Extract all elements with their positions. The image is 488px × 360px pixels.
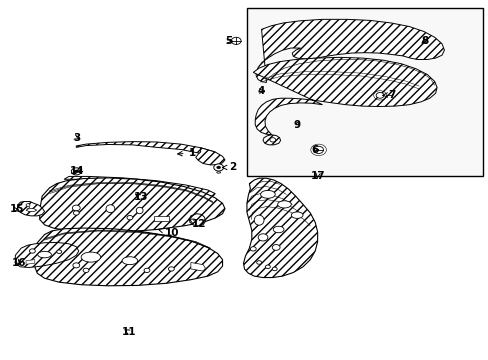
Polygon shape (64, 176, 215, 197)
Ellipse shape (273, 226, 284, 233)
Circle shape (250, 247, 256, 251)
Circle shape (231, 37, 241, 44)
Polygon shape (263, 135, 280, 145)
Circle shape (127, 216, 133, 220)
Circle shape (26, 206, 29, 208)
Polygon shape (76, 141, 215, 153)
Ellipse shape (291, 212, 303, 219)
Text: 1: 1 (177, 148, 195, 158)
Text: 6: 6 (311, 145, 318, 155)
Ellipse shape (81, 252, 101, 262)
Circle shape (83, 268, 89, 273)
Polygon shape (243, 178, 317, 278)
Circle shape (313, 146, 323, 153)
Circle shape (272, 244, 280, 250)
Circle shape (269, 138, 275, 142)
Circle shape (57, 250, 61, 253)
Circle shape (216, 166, 220, 169)
Text: 15: 15 (9, 204, 24, 215)
Polygon shape (256, 19, 444, 82)
Circle shape (258, 234, 267, 241)
Text: 8: 8 (420, 36, 427, 46)
Text: 5: 5 (225, 36, 232, 46)
Polygon shape (26, 260, 35, 264)
Circle shape (29, 249, 35, 253)
Polygon shape (253, 57, 436, 135)
Polygon shape (15, 242, 79, 267)
Polygon shape (190, 262, 205, 271)
Circle shape (213, 164, 223, 171)
Text: 11: 11 (122, 327, 136, 337)
Ellipse shape (38, 251, 51, 258)
Polygon shape (195, 148, 224, 165)
Polygon shape (40, 178, 224, 232)
Circle shape (256, 261, 261, 264)
Polygon shape (189, 214, 205, 226)
Circle shape (265, 265, 270, 269)
Ellipse shape (277, 201, 291, 208)
Text: 7: 7 (382, 90, 395, 100)
Text: 17: 17 (310, 171, 325, 181)
Text: 9: 9 (293, 120, 300, 130)
Circle shape (73, 211, 79, 215)
Text: 2: 2 (222, 162, 236, 172)
Circle shape (168, 267, 174, 271)
Circle shape (74, 170, 78, 173)
Text: 3: 3 (73, 133, 80, 143)
Ellipse shape (216, 172, 220, 173)
Circle shape (144, 268, 150, 273)
Circle shape (73, 263, 80, 268)
Polygon shape (35, 228, 222, 286)
FancyBboxPatch shape (246, 8, 483, 176)
Text: 4: 4 (257, 86, 264, 96)
Circle shape (375, 93, 383, 98)
Circle shape (26, 204, 30, 207)
Ellipse shape (122, 257, 138, 265)
Ellipse shape (260, 190, 275, 198)
Text: 10: 10 (158, 228, 179, 238)
Text: 13: 13 (133, 192, 147, 202)
Text: 16: 16 (11, 258, 26, 268)
Ellipse shape (106, 205, 115, 213)
Ellipse shape (254, 215, 264, 225)
Circle shape (72, 205, 80, 211)
Polygon shape (17, 202, 44, 216)
Circle shape (272, 267, 277, 271)
Ellipse shape (136, 207, 143, 214)
Polygon shape (26, 209, 37, 212)
Polygon shape (154, 216, 168, 221)
Circle shape (71, 168, 81, 175)
Text: 14: 14 (70, 166, 84, 176)
Text: 12: 12 (188, 219, 206, 229)
